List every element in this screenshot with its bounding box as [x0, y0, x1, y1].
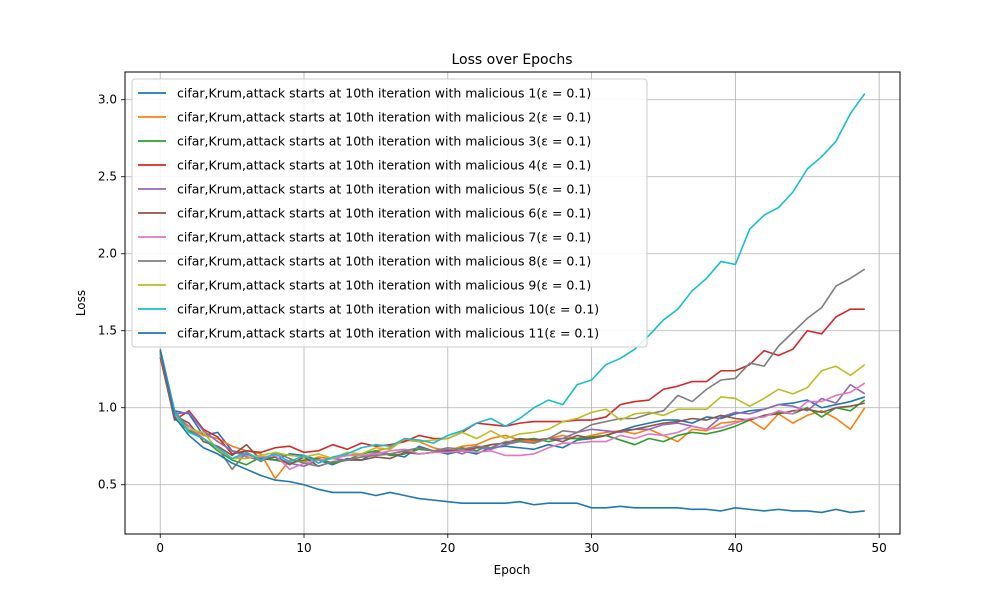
y-axis-label: Loss — [74, 290, 88, 316]
y-tick-label: 3.0 — [98, 93, 117, 107]
series-line-5 — [159, 350, 866, 468]
axis-ticks: 0 10 20 30 40 50 0.5 1.0 1.5 2.0 2.5 3.0 — [98, 93, 887, 555]
y-tick-label: 0.5 — [98, 478, 117, 492]
legend-label: cifar,Krum,attack starts at 10th iterati… — [177, 326, 599, 341]
legend-label: cifar,Krum,attack starts at 10th iterati… — [177, 254, 591, 269]
series-line-1 — [159, 349, 866, 466]
legend-label: cifar,Krum,attack starts at 10th iterati… — [177, 134, 591, 149]
legend-label: cifar,Krum,attack starts at 10th iterati… — [177, 86, 591, 101]
y-tick-label: 2.0 — [98, 247, 117, 261]
series-line-11 — [159, 350, 865, 514]
x-tick-label: 50 — [872, 541, 887, 555]
series-lines — [159, 93, 866, 514]
chart-title: Loss over Epochs — [452, 52, 573, 68]
series-line-10 — [159, 93, 866, 464]
x-tick-label: 30 — [584, 541, 599, 555]
legend-box — [131, 78, 648, 348]
series-line-7 — [159, 350, 866, 471]
legend-label: cifar,Krum,attack starts at 10th iterati… — [177, 278, 591, 293]
x-tick-label: 20 — [440, 541, 455, 555]
legend-label: cifar,Krum,attack starts at 10th iterati… — [177, 158, 591, 173]
legend-label: cifar,Krum,attack starts at 10th iterati… — [177, 302, 599, 317]
legend-label: cifar,Krum,attack starts at 10th iterati… — [177, 206, 591, 221]
x-tick-label: 0 — [156, 541, 164, 555]
legend-label: cifar,Krum,attack starts at 10th iterati… — [177, 110, 591, 125]
plot-frame — [124, 71, 901, 535]
x-tick-label: 40 — [728, 541, 743, 555]
series-line-9 — [159, 352, 866, 460]
y-tick-label: 1.0 — [98, 401, 117, 415]
x-tick-label: 10 — [296, 541, 311, 555]
y-tick-label: 2.5 — [98, 170, 117, 184]
x-axis-label: Epoch — [494, 563, 531, 577]
y-tick-label: 1.5 — [98, 324, 117, 338]
legend-label: cifar,Krum,attack starts at 10th iterati… — [177, 230, 591, 245]
legend-label: cifar,Krum,attack starts at 10th iterati… — [177, 182, 591, 197]
legend: cifar,Krum,attack starts at 10th iterati… — [131, 78, 648, 348]
